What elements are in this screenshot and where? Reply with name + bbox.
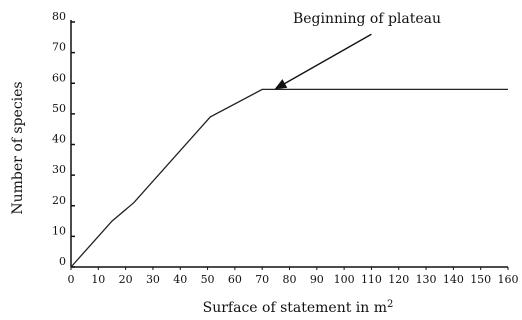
annotation-group: Beginning of plateau <box>274 11 441 90</box>
x-tick-label: 10 <box>91 273 105 286</box>
x-tick-label: 90 <box>310 273 324 286</box>
y-tick-label: 80 <box>52 10 66 23</box>
x-tick-label: 30 <box>146 273 160 286</box>
x-tick-label: 50 <box>201 273 215 286</box>
y-tick-label: 50 <box>52 102 66 115</box>
x-tick-label: 40 <box>173 273 187 286</box>
annotation-text: Beginning of plateau <box>293 11 441 27</box>
x-tick-label: 70 <box>255 273 269 286</box>
x-tick-label: 60 <box>228 273 242 286</box>
annotation-arrow <box>274 33 372 90</box>
x-tick-label: 120 <box>388 273 409 286</box>
y-tick-label: 0 <box>59 255 66 268</box>
y-tick-label: 40 <box>52 133 66 146</box>
x-tick-label: 110 <box>361 273 382 286</box>
x-tick-label: 80 <box>283 273 297 286</box>
x-axis-label: Surface of statement in m2 <box>203 299 394 317</box>
y-tick-label: 30 <box>52 163 66 176</box>
x-tick-label: 20 <box>119 273 133 286</box>
y-tick-label: 20 <box>52 194 66 207</box>
tick-labels: 0 10 20 30 40 50 60 70 80 90 100 110 120 130 140 150 160… <box>52 10 519 286</box>
y-tick-label: 10 <box>52 224 66 237</box>
x-tick-label: 140 <box>443 273 464 286</box>
x-tick-label: 160 <box>498 273 519 286</box>
series-group <box>70 88 508 268</box>
y-tick-label: 60 <box>52 71 66 84</box>
y-axis-label: Number of species <box>10 81 26 214</box>
x-tick-label: 100 <box>334 273 355 286</box>
x-tick-label: 0 <box>68 273 75 286</box>
x-tick-label: 150 <box>470 273 491 286</box>
axes <box>70 20 508 268</box>
y-tick-label: 70 <box>52 41 66 54</box>
x-tick-label: 130 <box>416 273 437 286</box>
series-line <box>70 88 508 268</box>
